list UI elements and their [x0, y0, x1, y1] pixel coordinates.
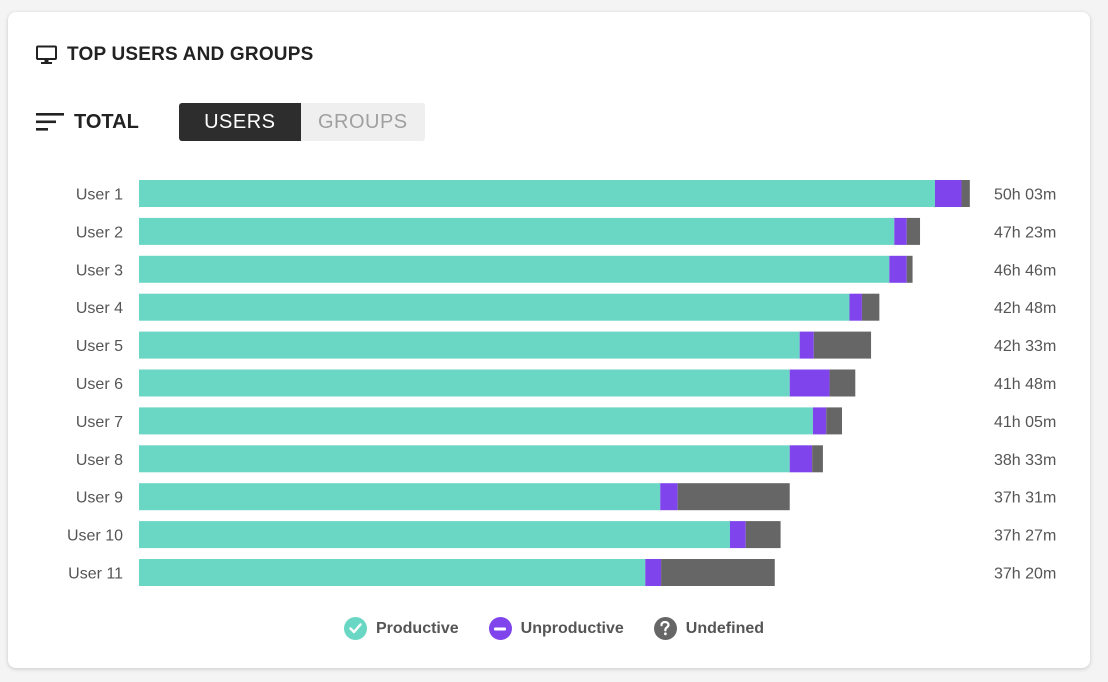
card-title: TOP USERS AND GROUPS: [67, 44, 314, 65]
bar-segment-unproductive[interactable]: [849, 293, 862, 321]
category-label: User 1: [76, 187, 123, 204]
tab-groups[interactable]: GROUPS: [300, 103, 425, 141]
bar-segment-undefined[interactable]: [961, 180, 970, 207]
check-circle-icon: [343, 617, 367, 640]
value-label: 41h 48m: [994, 376, 1056, 393]
chart-toolbar: TOTAL USERS GROUPS: [36, 103, 425, 141]
bar-segment-unproductive[interactable]: [894, 217, 907, 245]
category-label: User 8: [76, 452, 123, 469]
monitor-icon: [36, 45, 57, 64]
bar-segment-undefined[interactable]: [813, 331, 872, 359]
value-label: 46h 46m: [994, 262, 1056, 279]
bar-segment-productive[interactable]: [139, 369, 790, 397]
category-label: User 3: [76, 262, 123, 279]
bar-segment-undefined[interactable]: [677, 483, 790, 511]
category-label: User 11: [68, 566, 123, 583]
chart-legend: Productive Unproductive Undefined: [0, 617, 1108, 640]
category-label: User 5: [76, 338, 123, 355]
bar-segment-unproductive[interactable]: [789, 445, 813, 473]
users-groups-toggle: USERS GROUPS: [178, 103, 425, 141]
bar-segment-unproductive[interactable]: [645, 559, 662, 586]
bar-segment-unproductive[interactable]: [789, 369, 830, 397]
bar-segment-productive[interactable]: [139, 217, 895, 245]
tab-users[interactable]: USERS: [178, 103, 301, 141]
value-label: 42h 48m: [994, 300, 1056, 317]
bar-segment-unproductive[interactable]: [799, 331, 814, 359]
bar-segment-productive[interactable]: [139, 521, 730, 549]
category-label: User 4: [76, 300, 123, 317]
stacked-bar-chart: User 1 50h 03m User 2 47h 23m User 3 46h 46m U…: [67, 180, 1056, 586]
card-header: TOP USERS AND GROUPS: [36, 44, 313, 66]
bar-segment-productive[interactable]: [139, 483, 661, 511]
bar-segment-unproductive[interactable]: [812, 407, 827, 435]
bar-segment-productive[interactable]: [139, 180, 935, 207]
legend-item-unproductive[interactable]: Unproductive: [488, 617, 624, 640]
value-label: 37h 27m: [994, 528, 1056, 545]
legend-label-unproductive: Unproductive: [520, 619, 624, 637]
bar-segment-undefined[interactable]: [745, 521, 781, 549]
bar-segment-productive[interactable]: [139, 559, 646, 586]
category-label: User 10: [67, 528, 123, 545]
bar-segment-undefined[interactable]: [826, 407, 843, 435]
bar-segment-undefined[interactable]: [661, 559, 775, 586]
value-label: 42h 33m: [994, 338, 1056, 355]
category-label: User 9: [76, 490, 123, 507]
bar-segment-unproductive[interactable]: [729, 521, 746, 549]
value-label: 38h 33m: [994, 452, 1056, 469]
bar-segment-unproductive[interactable]: [889, 255, 907, 283]
value-label: 50h 03m: [994, 187, 1056, 204]
category-label: User 2: [76, 224, 123, 241]
bar-segment-undefined[interactable]: [829, 369, 856, 397]
category-label: User 7: [76, 414, 123, 431]
bar-segment-productive[interactable]: [139, 445, 790, 473]
sort-label[interactable]: TOTAL: [74, 110, 139, 133]
value-label: 47h 23m: [994, 224, 1056, 241]
legend-item-undefined[interactable]: Undefined: [653, 617, 765, 640]
value-label: 41h 05m: [994, 414, 1056, 431]
sort-lines-icon[interactable]: [36, 111, 64, 133]
bar-segment-productive[interactable]: [139, 255, 890, 283]
value-label: 37h 20m: [994, 566, 1056, 583]
legend-label-productive: Productive: [375, 619, 459, 637]
bar-segment-undefined[interactable]: [812, 445, 823, 473]
legend-label-undefined: Undefined: [685, 619, 765, 637]
bar-segment-undefined[interactable]: [861, 293, 880, 321]
bar-segment-productive[interactable]: [139, 293, 850, 321]
legend-item-productive[interactable]: Productive: [343, 617, 459, 640]
bar-segment-productive[interactable]: [139, 407, 813, 435]
bar-segment-undefined[interactable]: [906, 255, 913, 283]
bar-segment-unproductive[interactable]: [934, 180, 962, 207]
value-label: 37h 31m: [994, 490, 1056, 507]
minus-circle-icon: [488, 617, 512, 640]
question-circle-icon: [653, 617, 677, 640]
bar-segment-undefined[interactable]: [906, 217, 921, 245]
category-label: User 6: [76, 376, 123, 393]
bar-segment-unproductive[interactable]: [660, 483, 678, 511]
bar-segment-productive[interactable]: [139, 331, 800, 359]
